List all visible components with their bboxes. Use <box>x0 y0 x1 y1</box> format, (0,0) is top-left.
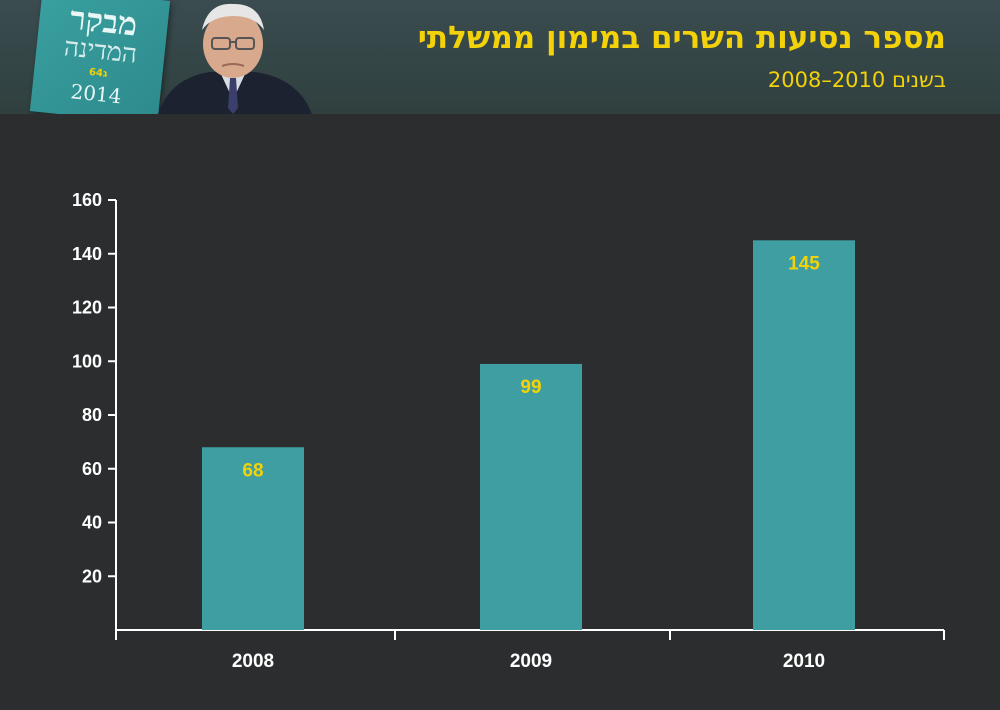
y-tick-label: 140 <box>72 244 102 264</box>
value-label-2008: 68 <box>242 460 263 481</box>
bar-2008 <box>202 447 304 630</box>
y-tick-label: 60 <box>82 459 102 479</box>
value-label-2010: 145 <box>788 253 820 274</box>
x-tick-label-2009: 2009 <box>510 651 552 672</box>
portrait-photo <box>158 3 312 114</box>
bar-chart: 20 40 60 80 100 120 140 160 2008 2009 2010 68 99 14… <box>72 190 945 672</box>
y-tick-label: 80 <box>82 405 102 425</box>
x-tick-label-2010: 2010 <box>783 651 825 672</box>
bar-2009 <box>480 363 582 630</box>
bar-series: 68 99 145 <box>202 240 855 630</box>
chart-subtitle: בשנים 2010–2008 <box>767 68 946 92</box>
x-tick-label-2008: 2008 <box>232 651 274 672</box>
y-tick-label: 160 <box>72 190 102 210</box>
y-tick-label: 100 <box>72 351 102 371</box>
y-axis: 20 40 60 80 100 120 140 160 <box>72 190 117 630</box>
x-axis: 2008 2009 2010 <box>115 629 945 672</box>
y-tick-label: 120 <box>72 298 102 318</box>
chart-title: מספר נסיעות השרים במימון ממשלתי <box>417 20 946 56</box>
y-tick-label: 40 <box>82 513 102 533</box>
value-label-2009: 99 <box>520 377 541 398</box>
bar-2010 <box>753 240 855 630</box>
chart-header: מבקר המדינה 64ג 2014 מספר נסיעות השרים ב… <box>0 0 1000 114</box>
y-tick-label: 20 <box>82 566 102 586</box>
